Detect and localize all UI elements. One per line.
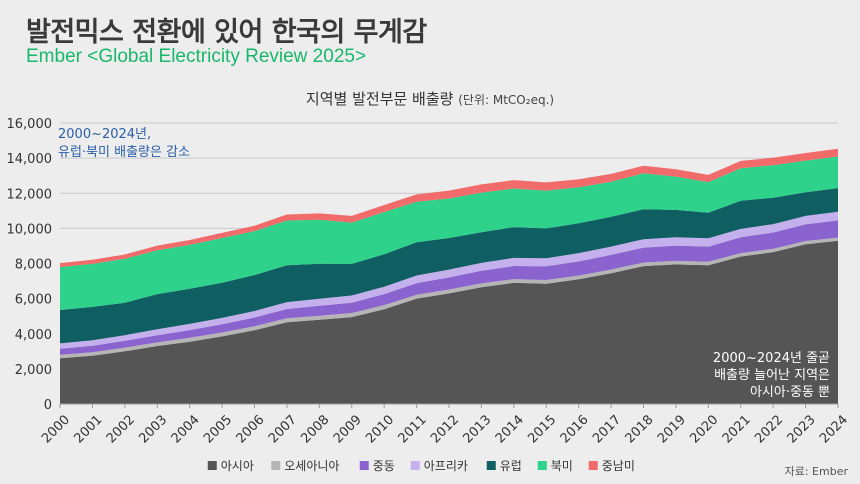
area-series-아시아	[60, 240, 838, 404]
x-tick-label: 2010	[363, 412, 397, 446]
legend-swatch-오세아니아	[271, 461, 281, 470]
y-tick-label: 8,000	[15, 258, 52, 273]
x-tick-label: 2007	[266, 412, 300, 446]
legend-label-아프리카: 아프리카	[424, 459, 468, 473]
annotation-bottom-right-line: 2000~2024년 줄곧	[713, 351, 830, 366]
y-tick-label: 0	[44, 398, 52, 413]
chart-areas	[60, 148, 838, 404]
x-tick-label: 2018	[623, 412, 657, 446]
legend-swatch-아프리카	[410, 461, 420, 470]
x-tick-label: 2012	[428, 412, 462, 446]
legend-label-아시아: 아시아	[221, 459, 254, 473]
x-tick-label: 2011	[396, 412, 430, 446]
area-series-오세아니아	[60, 237, 838, 359]
area-series-유럽	[60, 188, 838, 344]
x-tick-label: 2013	[460, 412, 494, 446]
x-tick-label: 2023	[785, 412, 819, 446]
page-subtitle: Ember <Global Electricity Review 2025>	[26, 46, 367, 67]
y-tick-label: 12,000	[7, 187, 53, 202]
x-tick-label: 2017	[590, 412, 624, 446]
x-tick-label: 2016	[558, 412, 592, 446]
chart-title-unit: (단위: MtCO₂eq.)	[458, 93, 555, 107]
area-series-북미	[60, 156, 838, 310]
x-tick-label: 2021	[720, 412, 754, 446]
x-tick-label: 2015	[525, 412, 559, 446]
y-tick-label: 16,000	[7, 117, 53, 132]
legend-label-오세아니아: 오세아니아	[284, 459, 339, 473]
chart-annotations: 2000~2024년, 유럽·북미 배출량은 감소 2000~2024년 줄곧배출량…	[58, 127, 830, 400]
x-tick-label: 2006	[234, 412, 268, 446]
y-tick-label: 6,000	[15, 293, 52, 308]
x-tick-label: 2008	[298, 412, 332, 446]
legend-swatch-아시아	[207, 461, 217, 470]
x-tick-label: 2014	[493, 412, 527, 446]
x-tick-label: 2001	[71, 412, 105, 446]
legend-label-중남미: 중남미	[602, 459, 635, 473]
x-tick-label: 2009	[331, 412, 365, 446]
x-tick-label: 2003	[136, 412, 170, 446]
annotation-bottom-right-line: 아시아·중동 뿐	[750, 385, 830, 400]
x-tick-label: 2004	[169, 412, 203, 446]
legend-swatch-중동	[359, 461, 369, 470]
x-tick-label: 2019	[655, 412, 689, 446]
x-tick-label: 2000	[39, 412, 73, 446]
legend-swatch-중남미	[588, 461, 598, 470]
legend-label-유럽: 유럽	[500, 459, 522, 473]
x-tick-label: 2005	[201, 412, 235, 446]
x-tick-label: 2020	[687, 412, 721, 446]
area-series-중동	[60, 220, 838, 355]
area-series-아프리카	[60, 211, 838, 349]
annotation-bottom-right-line: 배출량 늘어난 지역은	[714, 368, 830, 383]
x-tick-label: 2022	[752, 412, 786, 446]
area-series-중남미	[60, 148, 838, 267]
legend-swatch-유럽	[486, 461, 496, 470]
chart-legend: 아시아 오세아니아 중동 아프리카 유럽 북미 중남미	[207, 459, 635, 473]
y-tick-label: 10,000	[7, 222, 53, 237]
y-tick-label: 14,000	[7, 152, 53, 167]
legend-swatch-북미	[537, 461, 547, 470]
source-note: 자료: Ember	[784, 465, 848, 478]
legend-label-중동: 중동	[373, 459, 395, 473]
chart-title: 지역별 발전부문 배출량 (단위: MtCO₂eq.)	[0, 88, 860, 109]
page-title: 발전믹스 전환에 있어 한국의 무게감	[26, 17, 427, 48]
chart-title-text: 지역별 발전부문 배출량	[305, 90, 454, 108]
annotation-top-left-line: 유럽·북미 배출량은 감소	[58, 145, 190, 160]
annotation-top-left-line: 2000~2024년,	[58, 127, 151, 142]
legend-label-북미: 북미	[551, 459, 573, 473]
x-tick-label: 2024	[817, 412, 851, 446]
y-tick-label: 2,000	[15, 363, 52, 378]
y-tick-label: 4,000	[15, 328, 52, 343]
x-tick-label: 2002	[104, 412, 138, 446]
